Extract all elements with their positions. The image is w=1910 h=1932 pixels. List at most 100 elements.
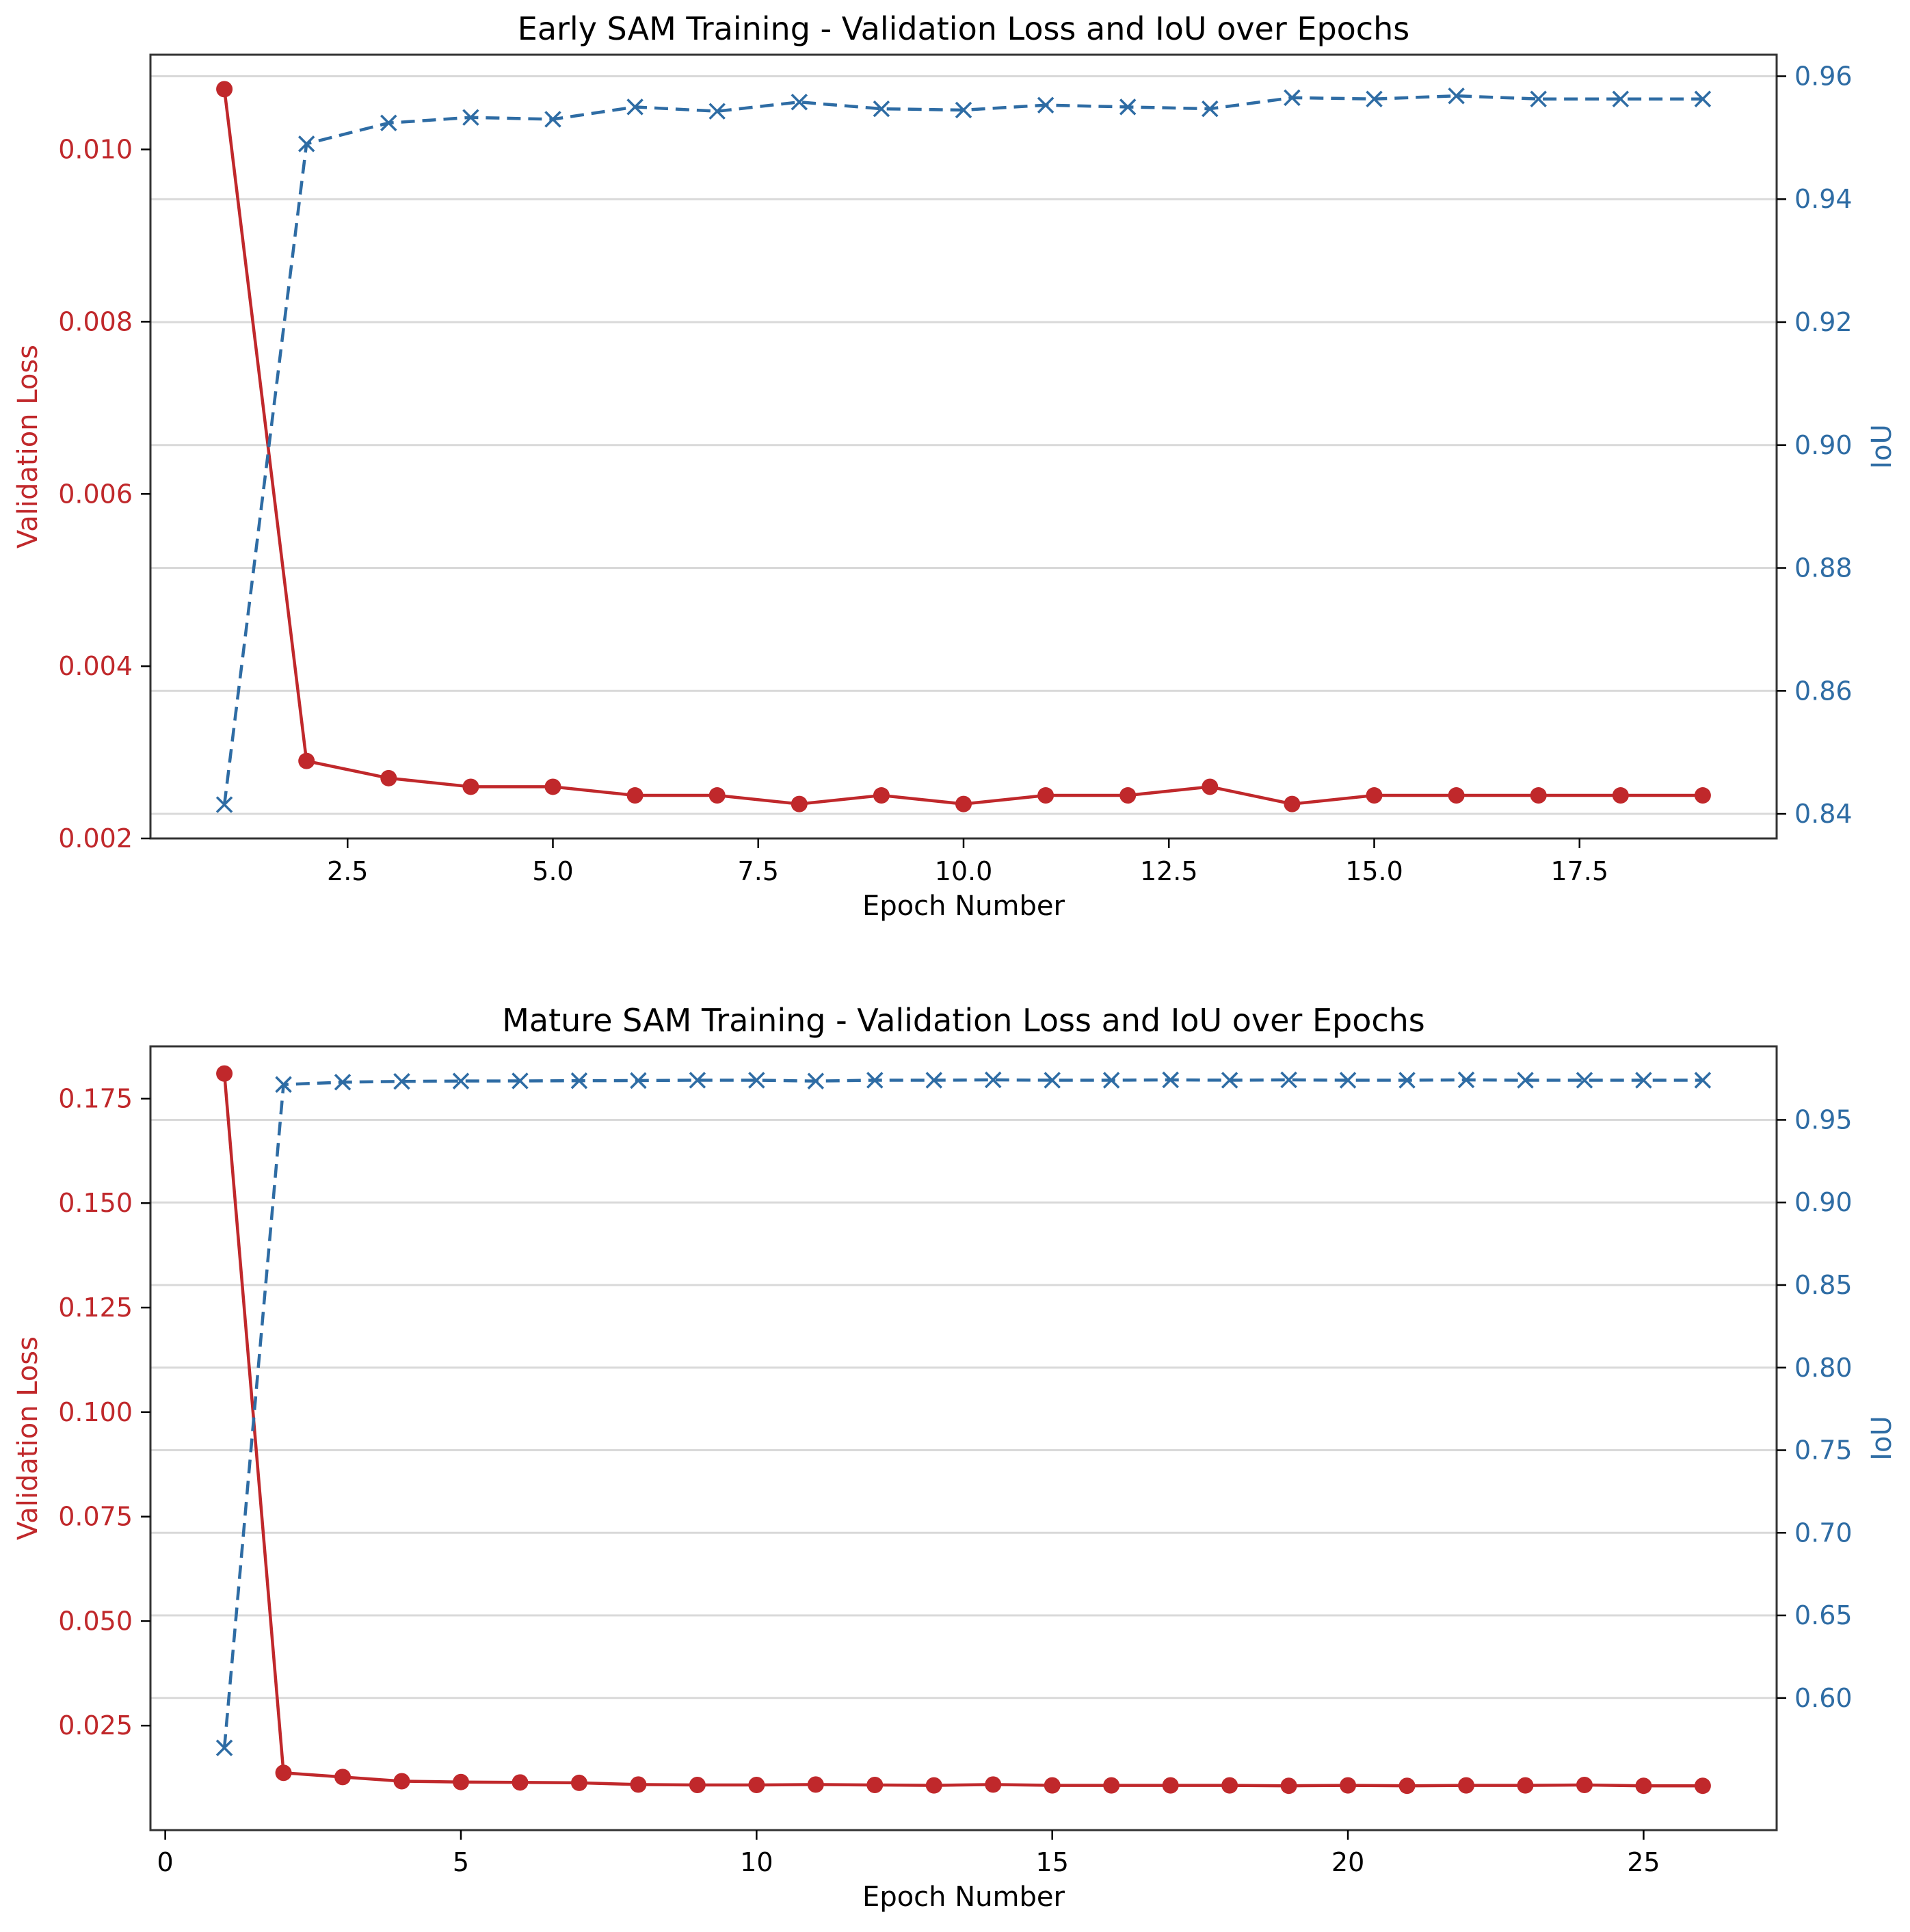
x-tick-label: 25 xyxy=(1627,1847,1660,1877)
chart-title: Early SAM Training - Validation Loss and… xyxy=(518,10,1409,47)
validation-loss-point xyxy=(626,787,644,804)
iou-point xyxy=(215,1739,233,1756)
y-right-tick-label: 0.70 xyxy=(1794,1518,1853,1548)
iou-point xyxy=(1280,1071,1297,1089)
y-right-tick-label: 0.90 xyxy=(1794,1187,1853,1217)
validation-loss-point xyxy=(216,1065,233,1082)
validation-loss-point xyxy=(1280,1777,1297,1795)
validation-loss-point xyxy=(393,1773,410,1790)
iou-point xyxy=(1102,1072,1120,1089)
y-right-tick-label: 0.86 xyxy=(1794,676,1853,706)
validation-loss-point xyxy=(1340,1777,1357,1794)
validation-loss-point xyxy=(334,1769,352,1786)
validation-loss-point xyxy=(708,787,726,804)
iou-point xyxy=(275,1076,292,1094)
y-right-tick-label: 0.65 xyxy=(1794,1600,1853,1630)
iou-point xyxy=(512,1072,529,1089)
iou-point xyxy=(380,114,397,132)
iou-point xyxy=(1635,1072,1652,1089)
iou-point xyxy=(925,1072,943,1089)
validation-loss-point xyxy=(1448,787,1465,804)
x-axis-label: Epoch Number xyxy=(862,890,1065,922)
validation-loss-point xyxy=(748,1776,765,1793)
iou-point xyxy=(955,101,972,119)
iou-point xyxy=(866,1072,884,1089)
validation-loss-point xyxy=(1366,787,1383,804)
validation-loss-point xyxy=(1517,1777,1534,1794)
plot-frame xyxy=(149,1045,1778,1831)
validation-loss-point xyxy=(1398,1777,1416,1795)
y-right-tick-label: 0.80 xyxy=(1794,1353,1853,1383)
iou-point xyxy=(544,111,561,128)
iou-point xyxy=(1366,90,1383,107)
iou-line xyxy=(222,94,1703,805)
y-left-tick-label: 0.050 xyxy=(58,1606,133,1636)
iou-point xyxy=(791,93,808,111)
y-left-tick-label: 0.150 xyxy=(58,1188,133,1218)
chart-mature-sam-training: 0 5 10 15 20 25 0.025 0.050 0.075 0.100 0.125 0.150… xyxy=(12,1002,1898,1913)
iou-point xyxy=(873,100,890,118)
validation-loss-point xyxy=(1284,795,1301,812)
y-axis-right-label: IoU xyxy=(1866,1416,1898,1461)
iou-point xyxy=(1202,100,1219,118)
iou-point xyxy=(1221,1072,1238,1089)
validation-loss-line xyxy=(222,1073,1703,1788)
iou-point xyxy=(1457,1071,1475,1089)
x-tick-label: 20 xyxy=(1331,1847,1364,1877)
chart-title: Mature SAM Training - Validation Loss an… xyxy=(502,1002,1425,1039)
iou-point xyxy=(215,796,233,813)
y-left-tick-label: 0.025 xyxy=(58,1710,133,1741)
iou-point xyxy=(626,98,644,116)
y-right-tick-label: 0.85 xyxy=(1794,1270,1853,1300)
y-right-tick-label: 0.60 xyxy=(1794,1683,1853,1713)
iou-point xyxy=(1044,1072,1061,1089)
iou-point xyxy=(1037,96,1055,114)
iou-point xyxy=(452,1072,470,1089)
validation-loss-point xyxy=(873,787,890,804)
x-tick-label: 10.0 xyxy=(935,856,993,886)
iou-point xyxy=(570,1072,588,1089)
y-right-tick-label: 0.88 xyxy=(1794,553,1853,583)
validation-loss-point xyxy=(570,1774,587,1791)
y-right-tick-label: 0.92 xyxy=(1794,307,1853,337)
validation-loss-point xyxy=(955,795,972,812)
y-left-tick-label: 0.004 xyxy=(58,651,133,681)
iou-point xyxy=(1694,1072,1712,1089)
validation-loss-point xyxy=(1530,787,1547,804)
y-right-tick-label: 0.95 xyxy=(1794,1104,1853,1135)
iou-point xyxy=(1448,87,1465,105)
x-tick-label: 10 xyxy=(740,1847,773,1877)
iou-point xyxy=(689,1072,706,1089)
x-tick-label: 0 xyxy=(157,1847,174,1877)
iou-point xyxy=(1284,89,1301,107)
y-left-tick-label: 0.006 xyxy=(58,479,133,509)
iou-point xyxy=(1162,1071,1179,1089)
validation-loss-point xyxy=(1103,1777,1120,1794)
iou-point xyxy=(462,109,479,126)
y-right-tick-label: 0.84 xyxy=(1794,799,1853,829)
validation-loss-point xyxy=(807,1776,824,1793)
validation-loss-point xyxy=(1458,1777,1475,1794)
validation-loss-point xyxy=(544,778,561,795)
x-tick-label: 5.0 xyxy=(532,856,573,886)
iou-point xyxy=(1517,1072,1534,1089)
validation-loss-point xyxy=(380,769,397,786)
x-tick-label: 17.5 xyxy=(1550,856,1608,886)
validation-loss-point xyxy=(985,1776,1002,1793)
iou-point xyxy=(1398,1072,1416,1089)
validation-loss-point xyxy=(275,1764,292,1782)
plot-frame xyxy=(149,53,1778,840)
y-right-tick-label: 0.94 xyxy=(1794,184,1853,214)
validation-loss-point xyxy=(452,1773,469,1790)
iou-point xyxy=(297,135,315,153)
y-left-tick-label: 0.010 xyxy=(58,135,133,165)
validation-loss-point xyxy=(1635,1777,1652,1795)
validation-loss-point xyxy=(630,1776,647,1793)
x-tick-label: 7.5 xyxy=(738,856,779,886)
iou-point xyxy=(1612,90,1630,107)
validation-loss-point xyxy=(1694,1777,1711,1795)
validation-loss-point xyxy=(791,795,808,812)
validation-loss-point xyxy=(298,752,315,769)
x-tick-label: 5 xyxy=(453,1847,469,1877)
